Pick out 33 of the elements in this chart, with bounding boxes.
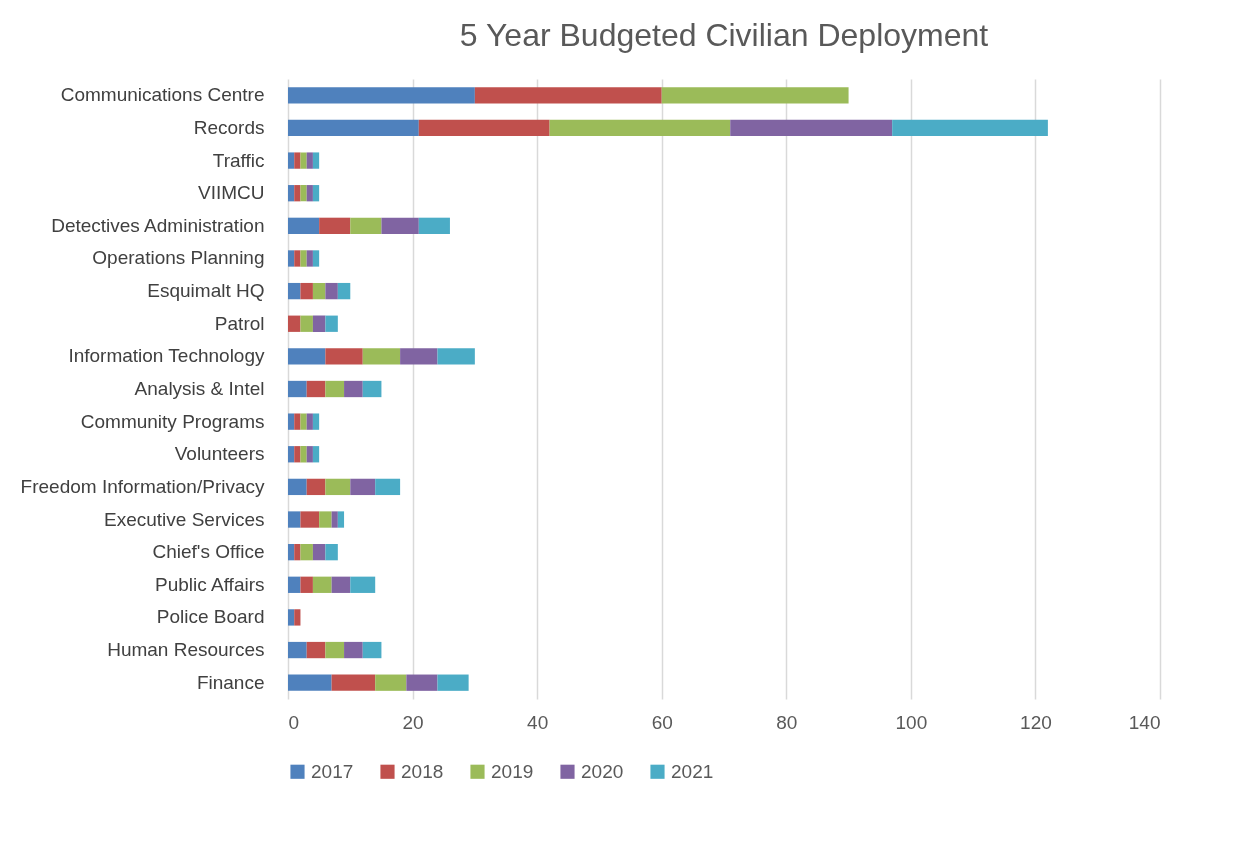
chart-title: 5 Year Budgeted Civilian Deployment bbox=[459, 17, 989, 53]
x-tick-label: 40 bbox=[527, 711, 549, 733]
y-tick-label: Detectives Administration bbox=[51, 214, 265, 236]
legend-label: 2017 bbox=[311, 760, 354, 782]
x-tick-label: 100 bbox=[895, 711, 928, 733]
y-tick-label: VIIMCU bbox=[198, 182, 265, 204]
y-tick-label: Community Programs bbox=[80, 410, 265, 432]
y-tick-label: Finance bbox=[196, 671, 265, 693]
x-tick-label: 80 bbox=[776, 711, 798, 733]
legend-label: 2019 bbox=[491, 760, 534, 782]
y-tick-label: Traffic bbox=[212, 149, 265, 171]
y-tick-label: Human Resources bbox=[107, 639, 265, 661]
x-tick-label: 20 bbox=[402, 711, 424, 733]
legend-label: 2021 bbox=[671, 760, 714, 782]
y-tick-label: Public Affairs bbox=[155, 573, 265, 595]
y-tick-label: Communications Centre bbox=[60, 84, 265, 106]
y-tick-label: Records bbox=[193, 116, 265, 138]
y-tick-label: Police Board bbox=[156, 606, 265, 628]
x-tick-label: 60 bbox=[651, 711, 673, 733]
y-tick-label: Esquimalt HQ bbox=[147, 280, 265, 302]
y-tick-label: Chief's Office bbox=[152, 541, 265, 563]
y-tick-label: Information Technology bbox=[68, 345, 265, 367]
x-tick-label: 140 bbox=[1128, 711, 1161, 733]
y-tick-label: Freedom Information/Privacy bbox=[20, 475, 265, 497]
y-tick-label: Volunteers bbox=[174, 443, 265, 465]
y-tick-label: Patrol bbox=[214, 312, 265, 334]
x-tick-label: 120 bbox=[1020, 711, 1052, 733]
y-tick-label: Analysis & Intel bbox=[134, 378, 265, 399]
legend-label: 2018 bbox=[401, 760, 444, 782]
legend-label: 2020 bbox=[581, 760, 624, 782]
y-tick-label: Operations Planning bbox=[92, 247, 265, 269]
y-tick-label: Executive Services bbox=[103, 508, 265, 530]
x-tick-label: 0 bbox=[288, 711, 300, 733]
